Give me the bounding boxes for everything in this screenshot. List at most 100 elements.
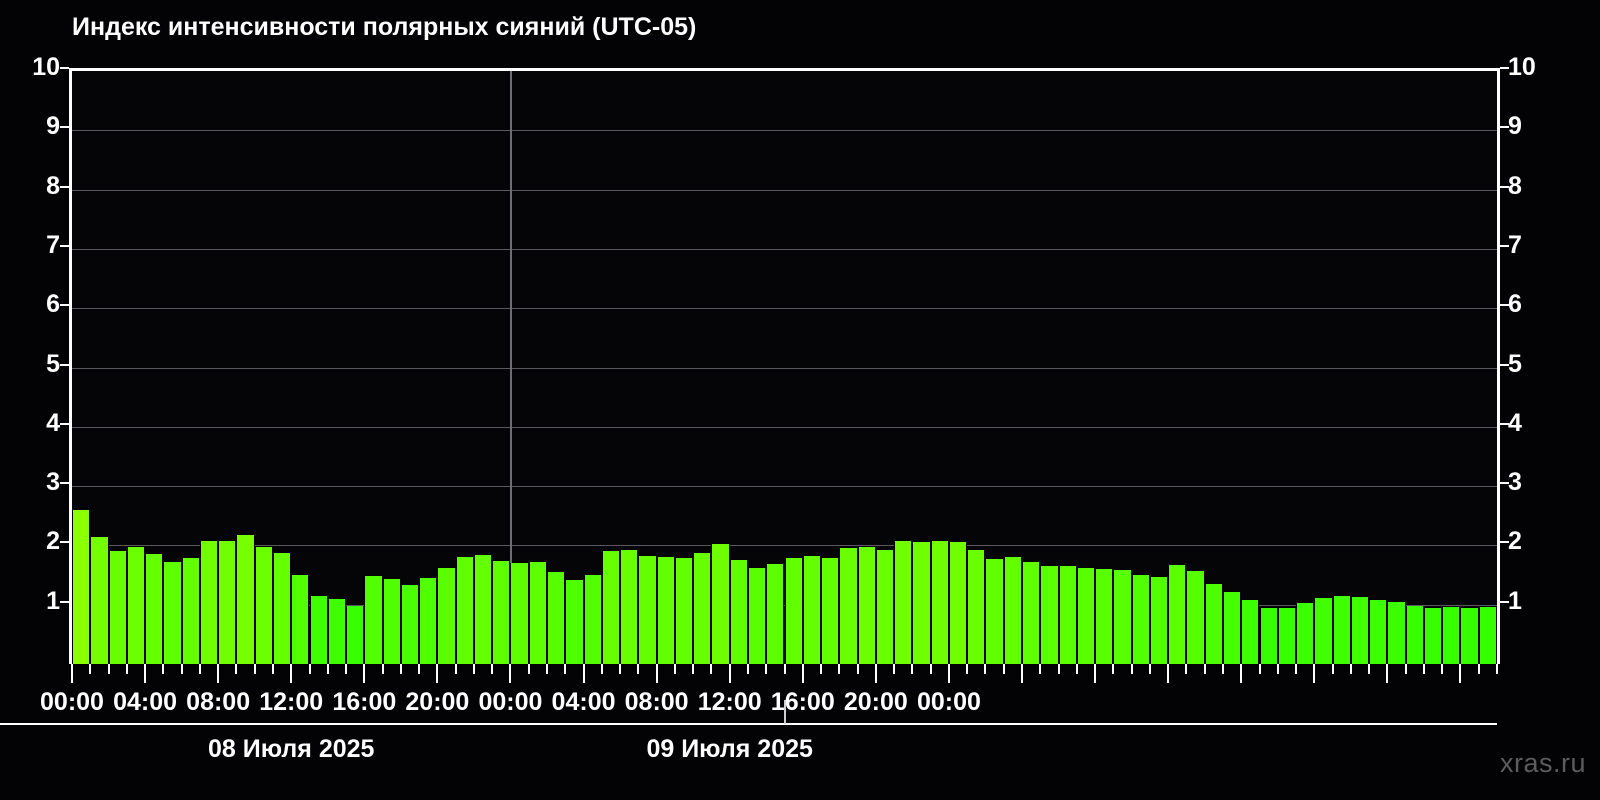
x-tick-label-3: 12:00 (259, 688, 324, 716)
bar (1296, 602, 1315, 664)
x-tick-mark-6 (180, 664, 183, 674)
x-tick-mark-75 (1441, 664, 1444, 674)
x-tick-mark-66 (1276, 664, 1279, 674)
bar (437, 567, 456, 664)
y-tick-label-left-9: 9 (46, 112, 60, 141)
y-tick-label-right-5: 5 (1508, 349, 1522, 378)
plot-area (72, 68, 1497, 664)
bar (674, 558, 694, 664)
x-tick-mark-63 (1221, 664, 1224, 674)
x-tick-label-10: 16:00 (770, 688, 835, 716)
y-tick-mark-right-3 (1500, 482, 1509, 485)
bar (236, 535, 255, 664)
bar (766, 564, 785, 664)
y-tick-mark-left-10 (60, 67, 69, 69)
bar-series (72, 71, 1497, 664)
y-tick-mark-left-5 (60, 363, 69, 366)
x-tick-mark-20 (436, 664, 439, 683)
x-tick-mark-23 (491, 664, 494, 674)
bar (1168, 564, 1187, 664)
bar (839, 548, 858, 664)
bar (1149, 576, 1169, 664)
x-tick-mark-58 (1130, 664, 1133, 674)
x-tick-mark-44 (874, 664, 877, 683)
x-tick-mark-10 (253, 664, 256, 674)
bar (656, 557, 675, 664)
x-tick-mark-60 (1167, 664, 1170, 683)
y-tick-mark-left-8 (60, 185, 69, 188)
x-tick-mark-5 (162, 664, 165, 674)
bar (1423, 607, 1443, 664)
x-tick-label-12: 00:00 (916, 688, 981, 716)
x-tick-mark-21 (454, 664, 457, 674)
bar (1478, 607, 1497, 664)
y-tick-label-right-2: 2 (1508, 527, 1522, 556)
x-tick-label-6: 00:00 (478, 688, 543, 716)
bar (711, 543, 730, 664)
x-tick-label-5: 20:00 (405, 688, 470, 716)
y-tick-label-left-3: 3 (46, 468, 60, 497)
x-tick-mark-26 (546, 664, 548, 674)
x-tick-mark-73 (1404, 664, 1407, 674)
y-tick-label-right-10: 10 (1508, 53, 1536, 81)
y-tick-label-left-8: 8 (46, 171, 60, 200)
x-tick-mark-2 (107, 664, 110, 674)
x-tick-mark-22 (472, 664, 475, 674)
y-tick-label-left-6: 6 (46, 290, 60, 319)
x-tick-mark-36 (728, 664, 731, 683)
gridline-y-7 (72, 248, 1497, 250)
gridline-y-2 (72, 545, 1497, 547)
x-tick-mark-40 (801, 664, 804, 683)
x-tick-label-2: 08:00 (186, 688, 251, 716)
x-tick-mark-27 (564, 664, 567, 674)
y-tick-label-right-4: 4 (1508, 408, 1522, 437)
bar (1040, 566, 1059, 664)
y-tick-mark-right-10 (1500, 67, 1509, 69)
bar (821, 558, 840, 664)
x-tick-label-4: 16:00 (332, 688, 397, 716)
x-tick-mark-25 (527, 664, 530, 674)
bar (747, 567, 767, 664)
bar (126, 547, 146, 664)
bar (419, 578, 438, 664)
x-tick-mark-45 (893, 664, 896, 674)
bar (601, 551, 621, 664)
bar (1332, 595, 1351, 664)
y-tick-mark-left-6 (60, 304, 69, 307)
bar (1204, 583, 1223, 664)
bar (985, 559, 1004, 664)
x-tick-mark-62 (1203, 664, 1206, 674)
bar (1369, 599, 1388, 664)
x-tick-label-7: 04:00 (551, 688, 616, 716)
bar (1314, 597, 1333, 664)
x-tick-mark-3 (125, 664, 128, 674)
x-tick-mark-19 (418, 664, 421, 674)
date-label-2: 09 Июля 2025 (646, 735, 813, 763)
y-tick-mark-right-8 (1500, 185, 1509, 188)
bar (1442, 607, 1461, 664)
x-tick-mark-30 (619, 664, 622, 674)
x-tick-mark-54 (1057, 664, 1060, 674)
y-tick-label-left-7: 7 (46, 230, 60, 259)
y-tick-mark-right-5 (1500, 363, 1509, 366)
watermark: xras.ru (1499, 748, 1586, 778)
gridline-y-5 (72, 367, 1497, 369)
x-tick-mark-74 (1422, 664, 1425, 674)
bar (1131, 575, 1150, 664)
bar (948, 542, 968, 664)
bar (1095, 569, 1114, 664)
y-tick-mark-right-2 (1500, 541, 1509, 544)
x-tick-mark-37 (746, 664, 749, 674)
bar (254, 547, 273, 664)
x-tick-mark-76 (1459, 664, 1462, 683)
bar (930, 541, 949, 664)
x-tick-mark-29 (600, 664, 603, 674)
bar (145, 554, 164, 664)
x-tick-mark-67 (1295, 664, 1298, 674)
y-axis-left-line (69, 68, 72, 664)
x-tick-mark-15 (345, 664, 348, 674)
bar (90, 536, 109, 664)
y-tick-mark-left-4 (60, 422, 69, 425)
date-band-separator (0, 723, 1497, 725)
